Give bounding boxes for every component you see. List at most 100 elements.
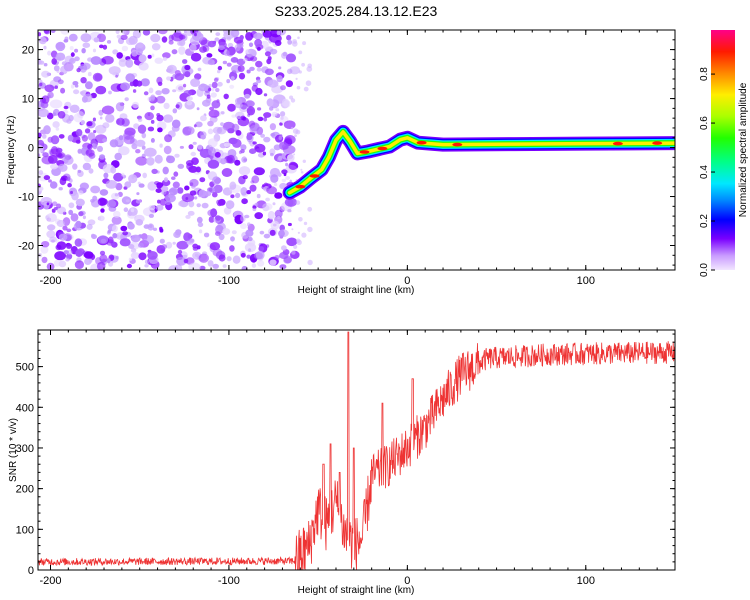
noise-speck <box>80 33 92 43</box>
noise-speck <box>221 168 233 177</box>
noise-speck <box>132 101 139 109</box>
noise-speck <box>67 134 74 142</box>
noise-speck <box>99 154 106 160</box>
noise-speck <box>222 264 227 268</box>
noise-speck <box>248 42 254 48</box>
noise-speck <box>119 238 131 247</box>
noise-speck <box>43 175 51 181</box>
noise-speck <box>115 255 119 260</box>
noise-speck <box>92 143 98 150</box>
noise-speck <box>227 103 236 112</box>
noise-speck <box>56 219 65 228</box>
noise-speck <box>264 68 274 76</box>
noise-speck <box>52 121 60 128</box>
noise-speck <box>232 255 241 264</box>
noise-speck <box>171 32 184 42</box>
ridge-hotspot <box>416 140 427 145</box>
noise-speck <box>183 232 192 242</box>
noise-speck <box>273 144 281 151</box>
noise-speck <box>198 253 209 263</box>
noise-speck <box>87 143 93 150</box>
noise-speck <box>264 51 271 57</box>
noise-speck <box>165 193 176 203</box>
y-tick-label: 20 <box>22 45 34 57</box>
noise-speck <box>47 224 56 231</box>
noise-speck <box>151 53 155 58</box>
colorbar: 0.0 0.2 0.4 0.6 0.8 Normalized spectral ampl… <box>699 30 749 277</box>
noise-speck <box>84 257 92 265</box>
noise-speck <box>183 83 187 88</box>
noise-speck <box>59 177 67 186</box>
noise-speck <box>293 244 298 249</box>
noise-speck <box>230 236 235 242</box>
noise-speck <box>70 190 73 195</box>
noise-speck <box>297 36 300 40</box>
noise-speck <box>279 264 287 270</box>
colorbar-tick-label: 0.0 <box>699 263 710 277</box>
noise-speck <box>237 116 250 127</box>
noise-speck <box>210 92 217 98</box>
noise-speck <box>54 251 66 261</box>
noise-speck <box>74 260 84 269</box>
noise-speck <box>280 111 286 117</box>
noise-speck <box>112 233 118 239</box>
noise-speck <box>38 170 44 175</box>
noise-speck <box>184 64 191 71</box>
noise-speck <box>243 58 248 62</box>
noise-speck <box>265 197 270 202</box>
noise-speck <box>207 159 220 169</box>
noise-speck <box>250 56 258 62</box>
noise-speck <box>136 192 140 196</box>
colorbar-label: Normalized spectral amplitude <box>738 82 749 217</box>
noise-speck <box>58 187 63 191</box>
noise-speck <box>105 180 118 189</box>
noise-speck <box>262 184 265 188</box>
noise-speck <box>240 149 245 154</box>
noise-speck <box>177 163 185 169</box>
ridge-hotspot <box>612 141 623 146</box>
x-tick-label: 0 <box>404 275 410 287</box>
spectrogram-frame <box>37 29 676 271</box>
noise-speck <box>148 213 154 218</box>
noise-speck <box>244 93 251 99</box>
noise-speck <box>290 98 296 103</box>
noise-speck <box>155 204 164 211</box>
noise-speck <box>276 75 283 83</box>
noise-speck <box>240 115 246 121</box>
noise-speck <box>207 40 216 48</box>
noise-speck <box>52 201 58 207</box>
noise-speck <box>303 221 308 226</box>
noise-speck <box>46 112 54 120</box>
y-tick-label: 10 <box>22 94 34 106</box>
noise-speck <box>98 215 105 222</box>
noise-speck <box>242 175 248 180</box>
noise-speck <box>108 236 114 244</box>
noise-speck <box>58 233 68 241</box>
noise-speck <box>215 87 220 93</box>
noise-speck <box>195 121 203 128</box>
noise-speck <box>271 85 283 94</box>
noise-speck <box>135 199 142 204</box>
noise-speck <box>196 203 201 208</box>
noise-speck <box>241 265 248 270</box>
noise-speck <box>50 135 60 145</box>
noise-speck <box>208 146 216 156</box>
noise-speck <box>70 52 75 57</box>
noise-speck <box>307 226 313 233</box>
noise-speck <box>179 145 184 149</box>
noise-speck <box>142 172 147 179</box>
noise-speck <box>121 172 125 177</box>
snr-x-ticks: -200 -100 0 100 <box>39 330 676 587</box>
noise-speck <box>90 185 101 194</box>
noise-speck <box>277 172 282 177</box>
noise-speck <box>220 122 224 126</box>
noise-speck <box>188 165 198 173</box>
noise-speck <box>127 222 135 230</box>
noise-speck <box>229 84 235 89</box>
noise-speck <box>259 230 265 235</box>
noise-speck <box>157 127 163 133</box>
colorbar-tick-label: 0.4 <box>699 165 710 179</box>
noise-speck <box>121 30 127 34</box>
noise-speck <box>251 258 256 263</box>
